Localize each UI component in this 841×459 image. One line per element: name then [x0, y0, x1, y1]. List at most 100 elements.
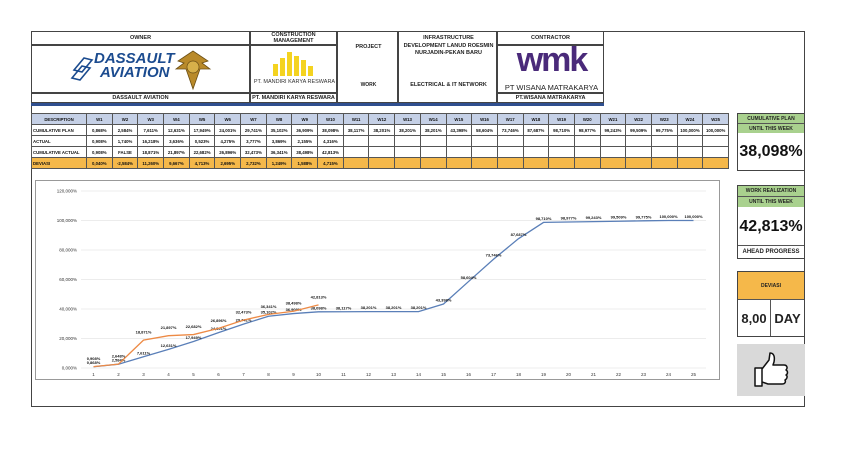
table-cell: [497, 136, 524, 147]
table-cell: 12,631%: [164, 125, 190, 136]
table-cell: [497, 147, 524, 158]
x-tick-label: 15: [441, 372, 447, 377]
table-cell: [369, 158, 396, 169]
data-label: 38,201%: [411, 305, 427, 310]
plan-sub: UNTIL THIS WEEK: [738, 123, 804, 133]
table-cell: [626, 158, 652, 169]
table-cell: [472, 136, 498, 147]
real-box: WORK REALIZATION UNTIL THIS WEEK 42,813%…: [737, 185, 805, 259]
x-tick-label: 22: [616, 372, 622, 377]
project-value-box: INFRASTRUCTURE DEVELOPMENT LANUD ROESMIN…: [398, 31, 497, 103]
table-cell: 38,098%: [318, 125, 344, 136]
x-tick-label: 3: [142, 372, 145, 377]
progress-table: DESCRIPTION W1 W2 W3 W4 W5 W6 W7 W8 W9 W10 W11 W12 W1…: [31, 113, 729, 169]
owner-logo-mark: [70, 57, 94, 81]
table-cell: 98,710%: [549, 125, 575, 136]
column-header: W20: [574, 114, 601, 125]
table-cell: 18,871%: [138, 147, 165, 158]
table-cell: [420, 158, 447, 169]
column-header: W8: [266, 114, 293, 125]
table-cell: 1,588%: [292, 158, 319, 169]
table-cell: 42,813%: [318, 147, 344, 158]
data-label: 0,868%: [87, 360, 101, 365]
table-cell: 100,000%: [677, 125, 704, 136]
column-header: W9: [292, 114, 319, 125]
table-cell: 35,102%: [266, 125, 293, 136]
table-cell: [343, 147, 370, 158]
column-header: DESCRIPTION: [32, 114, 87, 125]
data-label: 38,498%: [286, 301, 302, 306]
table-cell: 2,155%: [292, 136, 319, 147]
x-tick-label: 24: [666, 372, 672, 377]
data-label: 73,746%: [486, 253, 502, 258]
table-cell: [703, 147, 729, 158]
y-tick-label: 20,000%: [59, 336, 77, 341]
column-header: W7: [241, 114, 267, 125]
table-cell: 4,713%: [189, 158, 216, 169]
table-cell: [446, 136, 473, 147]
column-header: W6: [215, 114, 242, 125]
column-header: W4: [164, 114, 190, 125]
table-cell: [677, 147, 704, 158]
column-header: W13: [395, 114, 421, 125]
table-cell: 100,000%: [703, 125, 729, 136]
table-cell: 17,949%: [189, 125, 216, 136]
y-tick-label: 120,000%: [57, 189, 77, 194]
series-line: [93, 219, 694, 368]
table-cell: [523, 158, 550, 169]
table-cell: 3,777%: [241, 136, 267, 147]
data-label: 99,775%: [636, 214, 652, 219]
table-cell: 43,398%: [446, 125, 473, 136]
x-tick-label: 16: [466, 372, 472, 377]
table-cell: 3,869%: [266, 136, 293, 147]
table-cell: [651, 136, 678, 147]
data-label: 0,908%: [87, 356, 101, 361]
table-cell: 2,695%: [215, 158, 242, 169]
data-label: 43,398%: [436, 297, 452, 302]
column-header: W23: [651, 114, 678, 125]
row-label: CUMULATIVE ACTUAL: [32, 147, 87, 158]
x-tick-label: 10: [316, 372, 322, 377]
column-header: W12: [369, 114, 396, 125]
data-label: 32,473%: [236, 310, 252, 315]
contractor-name: PT.WISANA MATRAKARYA: [497, 93, 604, 103]
real-status: AHEAD PROGRESS: [738, 245, 804, 258]
table-cell: 1,740%: [112, 136, 139, 147]
x-tick-label: 20: [566, 372, 572, 377]
table-cell: [626, 136, 652, 147]
plan-title: CUMULATIVE PLAN: [738, 114, 804, 123]
table-cell: [600, 158, 627, 169]
table-cell: [600, 147, 627, 158]
column-header: W10: [318, 114, 344, 125]
table-cell: 99,509%: [626, 125, 652, 136]
x-tick-label: 13: [391, 372, 397, 377]
table-cell: 32,473%: [241, 147, 267, 158]
work-value: ELECTRICAL & IT NETWORK: [410, 82, 487, 88]
data-label: 21,897%: [161, 325, 177, 330]
table-cell: 2,584%: [112, 125, 139, 136]
table-cell: 16,218%: [138, 136, 165, 147]
x-tick-label: 9: [292, 372, 295, 377]
cm-logo-name: PT. MANDIRI KARYA RESWARA: [253, 79, 336, 85]
table-cell: 21,897%: [164, 147, 190, 158]
column-header: W1: [87, 114, 113, 125]
table-cell: [677, 158, 704, 169]
real-sub: UNTIL THIS WEEK: [738, 196, 804, 207]
table-cell: 58,604%: [472, 125, 498, 136]
column-header: W22: [626, 114, 652, 125]
table-cell: [472, 147, 498, 158]
data-label: 38,098%: [311, 305, 327, 310]
table-cell: [574, 147, 601, 158]
cm-logo-box: PT. MANDIRI KARYA RESWARA: [250, 45, 337, 93]
row-label: ACTUAL: [32, 136, 87, 147]
table-cell: 29,741%: [241, 125, 267, 136]
table-cell: [549, 147, 575, 158]
table-cell: 38,201%: [420, 125, 447, 136]
column-header: W19: [549, 114, 575, 125]
data-label: 22,682%: [186, 324, 202, 329]
table-cell: 22,682%: [189, 147, 216, 158]
column-header: W3: [138, 114, 165, 125]
table-cell: [651, 158, 678, 169]
data-label: 38,201%: [386, 305, 402, 310]
table-cell: [523, 136, 550, 147]
